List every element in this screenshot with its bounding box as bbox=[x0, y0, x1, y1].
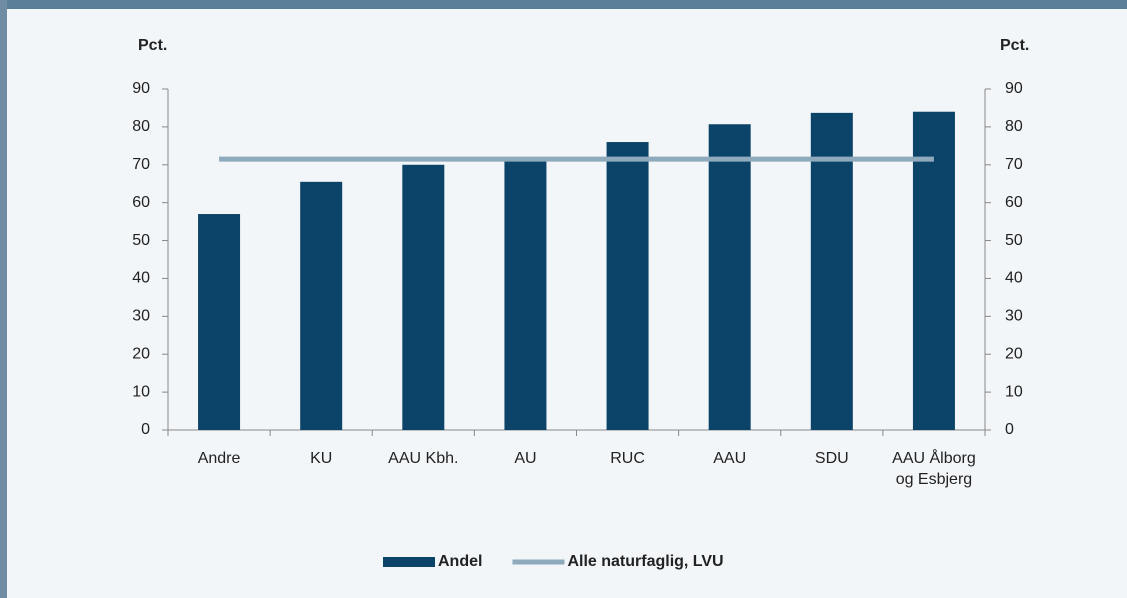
y-tick-label: 80 bbox=[132, 118, 150, 135]
x-tick-label: KU bbox=[310, 450, 333, 467]
y-tick-label: 50 bbox=[132, 232, 150, 249]
legend-label: Andel bbox=[438, 553, 482, 570]
y2-tick-label: 70 bbox=[1005, 156, 1023, 173]
bar bbox=[198, 214, 241, 430]
y2-tick-label: 20 bbox=[1005, 345, 1023, 362]
y2-tick-label: 80 bbox=[1005, 118, 1023, 135]
bar bbox=[912, 111, 955, 430]
y2-axis-label: Pct. bbox=[1000, 37, 1029, 54]
legend-label: Alle naturfaglig, LVU bbox=[567, 553, 723, 570]
bar bbox=[300, 181, 343, 430]
bar bbox=[810, 112, 853, 431]
y2-tick-label: 10 bbox=[1005, 383, 1023, 400]
y2-tick-label: 60 bbox=[1005, 194, 1023, 211]
y-axis-label: Pct. bbox=[138, 37, 167, 54]
bar bbox=[606, 142, 649, 431]
bar bbox=[708, 124, 751, 430]
y-tick-label: 30 bbox=[132, 308, 150, 325]
y2-tick-label: 90 bbox=[1005, 80, 1023, 97]
y-tick-label: 0 bbox=[141, 421, 150, 438]
x-tick-label: SDU bbox=[814, 450, 849, 467]
bar bbox=[504, 160, 547, 430]
bar bbox=[402, 164, 445, 430]
y-tick-label: 40 bbox=[132, 270, 150, 287]
x-tick-label: Andre bbox=[197, 450, 241, 467]
x-tick-label: AAU bbox=[713, 450, 747, 467]
y2-tick-label: 40 bbox=[1005, 270, 1023, 287]
x-tick-label: RUC bbox=[610, 450, 645, 467]
y-tick-label: 60 bbox=[132, 194, 150, 211]
x-tick-label: AAU Kbh. bbox=[388, 450, 459, 467]
y-tick-label: 10 bbox=[132, 383, 150, 400]
y-tick-label: 20 bbox=[132, 345, 150, 362]
y-tick-label: 90 bbox=[132, 80, 150, 97]
y2-tick-label: 0 bbox=[1005, 421, 1014, 438]
y2-tick-label: 30 bbox=[1005, 308, 1023, 325]
x-tick-label: AU bbox=[514, 450, 537, 467]
left-border bbox=[0, 0, 7, 598]
y2-tick-label: 50 bbox=[1005, 232, 1023, 249]
header-band bbox=[0, 0, 1127, 9]
y-tick-label: 70 bbox=[132, 156, 150, 173]
legend-swatch bbox=[383, 557, 435, 567]
x-tick-label: AAU Ålborg og Esbjerg bbox=[892, 450, 976, 488]
